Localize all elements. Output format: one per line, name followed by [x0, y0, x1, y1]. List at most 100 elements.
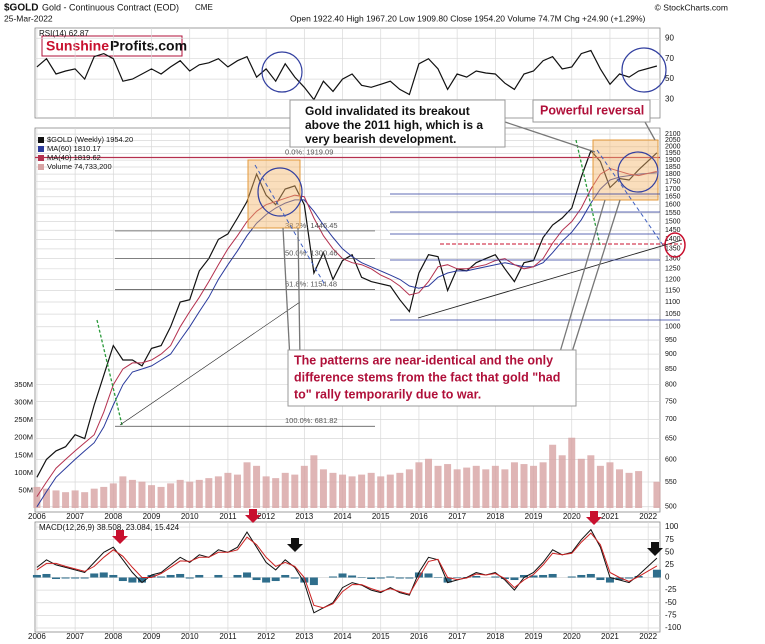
volume-bar — [596, 465, 604, 508]
arrow — [287, 538, 303, 552]
annotation-text: Powerful reversal — [540, 103, 644, 117]
histogram-bar — [262, 577, 271, 583]
copyright: © StockCharts.com — [655, 2, 728, 12]
volume-bar — [539, 462, 547, 508]
histogram-bar — [472, 575, 481, 578]
arrow — [647, 542, 663, 556]
x-tick-label: 2007 — [66, 632, 84, 641]
y-tick-label: -75 — [665, 610, 677, 619]
histogram-bar — [596, 577, 605, 581]
volume-bar — [606, 462, 614, 508]
volume-bar — [233, 474, 241, 508]
y-tick-label: 650 — [665, 435, 677, 442]
y2-tick-label: 250M — [14, 415, 33, 424]
histogram-bar — [195, 574, 204, 578]
histogram-bar — [214, 574, 223, 578]
volume-bar — [386, 474, 394, 508]
volume-bar — [128, 479, 136, 508]
annotation-text: to" rally temporarily due to war. — [294, 387, 481, 401]
y-tick-label: 1850 — [665, 164, 681, 171]
y-tick-label: 30 — [665, 95, 674, 104]
rsi-circle — [621, 47, 667, 93]
volume-bar — [635, 471, 643, 508]
volume-bar — [167, 483, 175, 508]
quote: Open 1922.40 High 1967.20 Low 1909.80 Cl… — [290, 13, 646, 23]
volume-bar — [558, 455, 566, 508]
histogram-bar — [137, 577, 146, 583]
x-tick-label: 2016 — [410, 632, 428, 641]
y-tick-label: 700 — [665, 416, 677, 423]
fib-label: 100.0%: 681.82 — [285, 416, 338, 425]
y2-tick-label: 300M — [14, 398, 33, 407]
y-tick-label: 1000 — [665, 324, 681, 331]
annotations: Gold invalidated its breakout above the … — [96, 47, 686, 556]
volume-bar — [119, 476, 127, 508]
histogram-bar — [434, 577, 443, 579]
volume-bar — [243, 462, 251, 508]
y-tick-label: 1050 — [665, 311, 681, 318]
volume-bar — [463, 467, 471, 508]
histogram-bar — [539, 574, 548, 578]
y-tick-label: 50 — [665, 74, 674, 83]
histogram-bar — [243, 572, 252, 578]
x-tick-label: 2013 — [295, 512, 313, 521]
x-tick-label: 2013 — [295, 632, 313, 641]
volume-bar — [348, 476, 356, 508]
volume-bar — [291, 474, 299, 508]
volume-bar — [148, 485, 156, 508]
y-tick-label: 1100 — [665, 299, 680, 306]
histogram-bar — [548, 573, 557, 578]
x-tick-label: 2011 — [219, 512, 237, 521]
legend-label: Volume 74,733,200 — [47, 162, 112, 171]
volume-bar — [587, 455, 595, 508]
panel-title: RSI(14) 62.87 — [39, 29, 89, 38]
histogram-bar — [290, 577, 299, 579]
x-tick-label: 2022 — [639, 512, 657, 521]
x-tick-label: 2019 — [525, 632, 543, 641]
y-tick-label: -50 — [665, 598, 677, 607]
volume-bar — [186, 481, 194, 508]
histogram-bar — [615, 577, 624, 581]
plot-area: 2006 2007 2008 2009 2010 2011 2012 2013 2014 2015… — [14, 27, 682, 641]
series-line — [36, 528, 658, 614]
volume-bar — [472, 465, 480, 508]
histogram-bar — [367, 577, 376, 580]
symbol: $GOLD — [4, 3, 38, 14]
y2-tick-label: 150M — [14, 450, 33, 459]
volume-bar — [300, 465, 308, 508]
exchange: CME — [195, 3, 213, 12]
volume-bar — [224, 472, 232, 508]
x-tick-label: 2014 — [334, 512, 352, 521]
histogram-bar — [90, 573, 99, 578]
annotation-box — [532, 99, 651, 123]
x-tick-label: 2008 — [104, 512, 122, 521]
y-tick-label: 2050 — [665, 137, 681, 144]
logo-profits: Profits.com — [110, 38, 187, 54]
green-dash — [96, 319, 123, 426]
arrow — [112, 530, 128, 544]
volume-bar — [491, 465, 499, 508]
volume-bar — [396, 472, 404, 508]
histogram-bar — [176, 573, 185, 578]
volume-bar — [377, 476, 385, 508]
histogram-bar — [519, 574, 528, 578]
histogram-bar — [625, 577, 634, 579]
y-tick-label: 2000 — [665, 144, 681, 151]
y-tick-label: 1300 — [665, 255, 681, 262]
blue-dash — [254, 164, 326, 286]
y-tick-label: 600 — [665, 456, 677, 463]
volume-bar — [90, 488, 98, 508]
volume-bar — [100, 486, 108, 508]
x-tick-label: 2016 — [410, 512, 428, 521]
legend-swatch — [38, 137, 44, 143]
histogram-bar — [443, 577, 452, 583]
fib-label: 38.2%: 1446.45 — [285, 221, 338, 230]
y-tick-label: -100 — [665, 623, 682, 632]
histogram-bar — [109, 574, 118, 578]
x-tick-label: 2018 — [486, 512, 504, 521]
histogram-bar — [32, 574, 41, 578]
histogram-bar — [605, 577, 614, 583]
highlight-2020 — [592, 139, 659, 201]
